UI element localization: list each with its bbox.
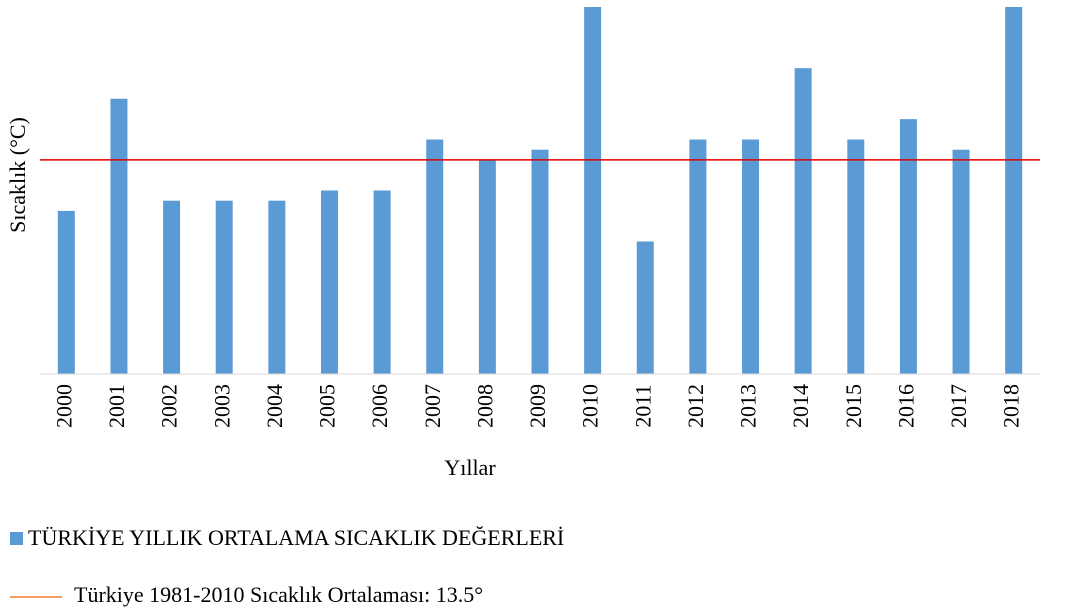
x-tick-label: 2005 bbox=[315, 384, 340, 428]
bar bbox=[163, 200, 181, 374]
x-tick-label: 2015 bbox=[841, 384, 866, 428]
x-tick-label: 2001 bbox=[104, 384, 129, 428]
x-tick-label: 2013 bbox=[736, 384, 761, 428]
bar bbox=[794, 68, 812, 375]
legend-swatch bbox=[10, 532, 23, 545]
bar bbox=[584, 7, 602, 374]
legend-label: TÜRKİYE YILLIK ORTALAMA SICAKLIK DEĞERLE… bbox=[28, 525, 564, 550]
x-tick-label: 2002 bbox=[157, 384, 182, 428]
bar bbox=[320, 190, 338, 374]
x-tick-label: 2009 bbox=[525, 384, 550, 428]
y-axis-title: Sıcaklık (°C) bbox=[5, 117, 30, 233]
bar bbox=[1005, 7, 1023, 374]
bar bbox=[847, 139, 865, 374]
x-tick-label: 2017 bbox=[946, 384, 971, 428]
bar bbox=[426, 139, 444, 374]
bar bbox=[742, 139, 760, 374]
x-tick-label: 2014 bbox=[788, 384, 813, 428]
bar bbox=[268, 200, 286, 374]
bar bbox=[531, 149, 549, 374]
bar bbox=[57, 210, 75, 374]
x-tick-label: 2006 bbox=[367, 384, 392, 428]
x-tick-label: 2008 bbox=[472, 384, 497, 428]
x-axis-title: Yıllar bbox=[444, 455, 496, 480]
x-tick-label: 2007 bbox=[420, 384, 445, 428]
x-tick-label: 2016 bbox=[893, 384, 918, 428]
bar bbox=[110, 98, 128, 374]
bar bbox=[899, 119, 917, 374]
x-tick-label: 2004 bbox=[262, 384, 287, 428]
x-tick-label: 2000 bbox=[51, 384, 76, 428]
bar bbox=[215, 200, 233, 374]
bar bbox=[478, 159, 496, 374]
bar bbox=[689, 139, 707, 374]
x-tick-label: 2018 bbox=[999, 384, 1024, 428]
x-tick-label: 2012 bbox=[683, 384, 708, 428]
x-tick-label: 2010 bbox=[578, 384, 603, 428]
bar bbox=[636, 241, 654, 374]
bar bbox=[373, 190, 391, 374]
x-tick-label: 2011 bbox=[630, 384, 655, 427]
bar bbox=[952, 149, 970, 374]
legend-label: Türkiye 1981-2010 Sıcaklık Ortalaması: 1… bbox=[74, 582, 483, 607]
x-tick-label: 2003 bbox=[209, 384, 234, 428]
